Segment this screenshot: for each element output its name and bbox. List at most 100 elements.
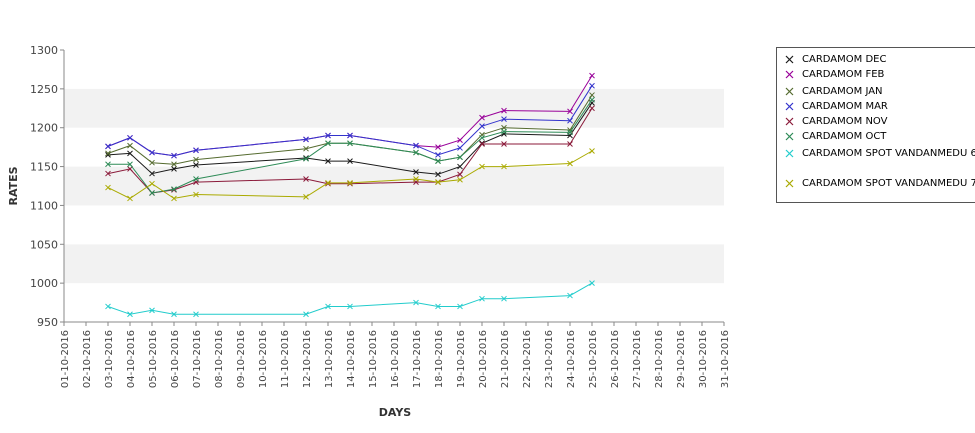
- data-point-marker: [457, 137, 463, 144]
- x-tick-label: 17-10-2016: [412, 330, 423, 388]
- x-tick-label: 13-10-2016: [324, 330, 335, 388]
- x-tick-label: 03-10-2016: [104, 330, 115, 388]
- data-point-marker: [347, 158, 353, 164]
- data-point-marker: [325, 140, 331, 147]
- grid-band: [64, 205, 724, 245]
- data-point-marker: [171, 152, 177, 159]
- x-tick-label: 07-10-2016: [192, 330, 203, 388]
- data-point-marker: [303, 155, 309, 161]
- data-point-marker: [127, 134, 133, 141]
- data-point-marker: [501, 107, 507, 114]
- data-point-marker: [435, 144, 441, 150]
- y-tick-label: 1200: [30, 122, 58, 135]
- data-point-marker: [501, 163, 507, 170]
- data-point-marker: [589, 72, 595, 79]
- x-tick-label: 06-10-2016: [170, 330, 181, 388]
- data-point-marker: [589, 148, 595, 154]
- data-point-marker: [149, 180, 155, 187]
- legend-marker-icon: [785, 55, 794, 64]
- data-point-marker: [303, 311, 309, 318]
- data-point-marker: [325, 180, 331, 187]
- data-point-marker: [347, 180, 353, 186]
- legend-label: CARDAMOM DEC: [802, 54, 887, 65]
- data-point-marker: [303, 136, 309, 143]
- data-point-marker: [193, 311, 199, 318]
- data-point-marker: [567, 160, 573, 167]
- data-point-marker: [127, 150, 133, 157]
- data-point-marker: [303, 194, 309, 200]
- data-point-marker: [457, 171, 463, 178]
- legend-label: CARDAMOM JAN: [802, 86, 883, 97]
- data-point-marker: [435, 171, 441, 178]
- data-point-marker: [193, 147, 199, 154]
- legend-label: CARDAMOM MAR: [802, 101, 888, 112]
- x-tick-label: 30-10-2016: [698, 330, 709, 388]
- grid-band: [64, 88, 724, 128]
- grid-band: [64, 166, 724, 206]
- data-point-marker: [127, 166, 133, 172]
- legend-label: CARDAMOM SPOT VANDANMEDU 7.MM: [802, 178, 975, 189]
- x-tick-label: 10-10-2016: [258, 330, 269, 388]
- data-point-marker: [589, 92, 595, 98]
- data-point-marker: [325, 158, 331, 164]
- data-point-marker: [347, 140, 353, 147]
- x-tick-label: 29-10-2016: [676, 330, 687, 388]
- legend-marker-icon: [785, 179, 794, 188]
- x-tick-label: 31-10-2016: [720, 330, 731, 388]
- data-point-marker: [501, 295, 507, 302]
- x-tick-label: 02-10-2016: [82, 330, 93, 388]
- data-point-marker: [413, 299, 419, 306]
- data-point-marker: [479, 295, 485, 302]
- data-point-marker: [347, 132, 353, 139]
- data-point-marker: [501, 141, 507, 147]
- x-tick-label: 01-10-2016: [60, 330, 71, 388]
- x-tick-label: 23-10-2016: [544, 330, 555, 388]
- y-tick-label: 1250: [30, 83, 58, 96]
- legend-marker-icon: [785, 87, 794, 96]
- x-tick-label: 05-10-2016: [148, 330, 159, 388]
- data-point-marker: [127, 311, 133, 318]
- data-point-marker: [127, 142, 133, 149]
- data-point-marker: [171, 195, 177, 202]
- x-tick-label: 22-10-2016: [522, 330, 533, 388]
- x-tick-label: 19-10-2016: [456, 330, 467, 388]
- x-tick-label: 26-10-2016: [610, 330, 621, 388]
- data-point-marker: [479, 163, 485, 170]
- data-point-marker: [105, 161, 111, 168]
- legend-marker-icon: [785, 117, 794, 126]
- data-point-marker: [501, 116, 507, 123]
- data-point-marker: [325, 180, 331, 186]
- y-tick-label: 1050: [30, 238, 58, 251]
- data-point-marker: [105, 184, 111, 191]
- y-tick-label: 1100: [30, 199, 58, 212]
- data-point-marker: [303, 155, 309, 162]
- data-point-marker: [149, 159, 155, 166]
- legend-marker-icon: [785, 132, 794, 141]
- x-tick-label: 12-10-2016: [302, 330, 313, 388]
- data-point-marker: [567, 127, 573, 133]
- grid-band: [64, 283, 724, 322]
- data-point-marker: [149, 170, 155, 177]
- data-point-marker: [589, 96, 595, 103]
- x-tick-label: 24-10-2016: [566, 330, 577, 388]
- data-point-marker: [303, 145, 309, 152]
- x-tick-label: 21-10-2016: [500, 330, 511, 388]
- data-point-marker: [457, 163, 463, 170]
- x-axis-label: DAYS: [379, 406, 412, 419]
- data-point-marker: [435, 179, 441, 185]
- legend-marker-icon: [785, 102, 794, 111]
- data-point-marker: [171, 166, 177, 172]
- y-axis-label: RATES: [7, 166, 20, 205]
- data-point-marker: [413, 176, 419, 182]
- data-point-marker: [171, 161, 177, 168]
- data-point-marker: [435, 303, 441, 310]
- grid-band: [64, 50, 724, 89]
- data-point-marker: [589, 105, 595, 112]
- data-point-marker: [501, 128, 507, 135]
- data-point-marker: [347, 180, 353, 187]
- y-tick-label: 1300: [30, 44, 58, 57]
- data-point-marker: [193, 191, 199, 198]
- data-point-marker: [149, 190, 155, 196]
- data-point-marker: [457, 176, 463, 183]
